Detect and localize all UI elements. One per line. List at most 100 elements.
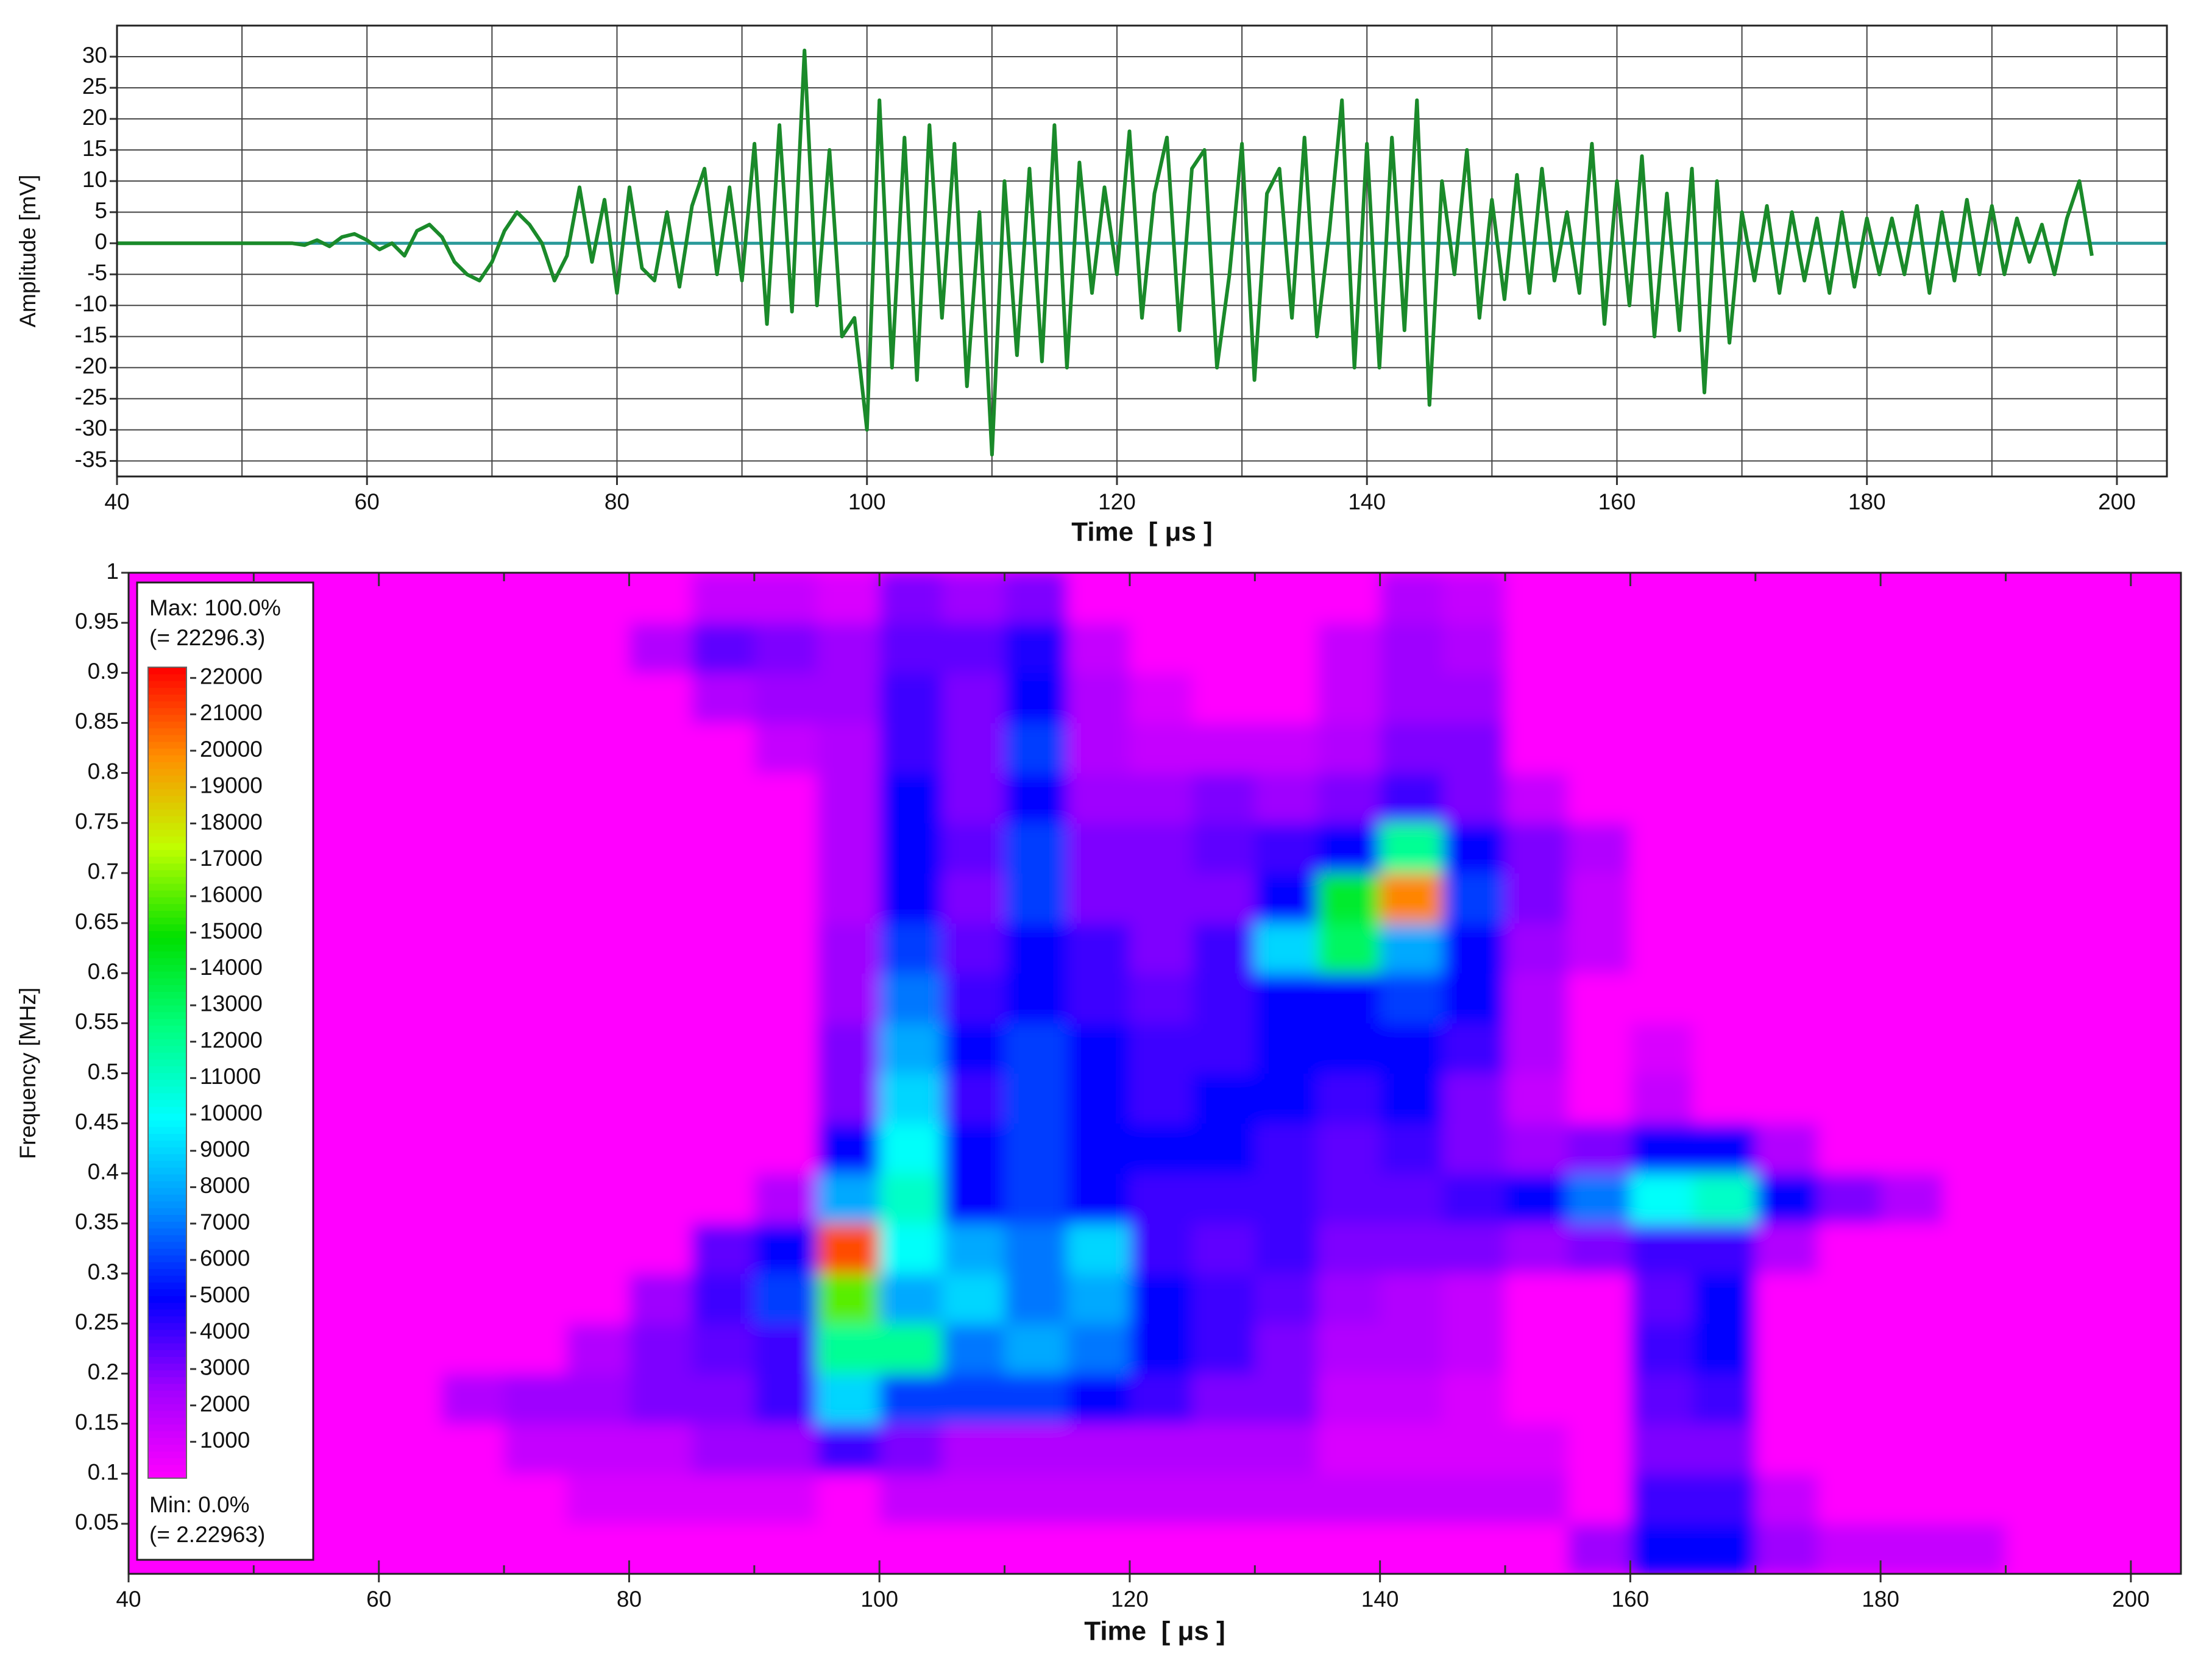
y-tick-label: 0.45 <box>75 1109 119 1134</box>
x-tick-label: 80 <box>604 489 629 514</box>
colorbar-segment <box>148 1127 186 1134</box>
colorbar-segment <box>148 1208 186 1216</box>
colorbar-segment <box>148 1194 186 1202</box>
heatmap-cell <box>1943 723 2006 774</box>
heatmap-cell <box>1630 1423 1693 1475</box>
heatmap-cell <box>2130 1123 2181 1174</box>
heatmap-cell <box>1567 873 1631 924</box>
colorbar-segment <box>148 748 186 756</box>
heatmap-cell <box>1881 923 1944 974</box>
heatmap-cell <box>1693 1173 1756 1224</box>
colorbar-segment <box>148 1275 186 1283</box>
heatmap-cell <box>1255 773 1318 824</box>
heatmap-cell <box>1505 1023 1569 1074</box>
x-tick-label: 160 <box>1612 1587 1650 1612</box>
heatmap-cell <box>879 1523 943 1574</box>
heatmap-cell <box>1567 1523 1631 1574</box>
heatmap-cell <box>1818 573 1881 623</box>
heatmap-cell <box>1630 823 1693 874</box>
heatmap-cell <box>1442 1473 1506 1524</box>
x-axis-title: Time [ μs ] <box>1084 1616 1225 1646</box>
heatmap-cell <box>1129 1523 1193 1574</box>
heatmap-cell <box>1129 773 1193 824</box>
heatmap-cell <box>1129 673 1193 723</box>
heatmap-cell <box>1380 1373 1443 1425</box>
heatmap-cell <box>441 773 505 824</box>
colorbar-segment <box>148 1370 186 1378</box>
heatmap-cell <box>504 773 567 824</box>
heatmap-cell <box>2005 1273 2069 1324</box>
heatmap-cell <box>1442 923 1506 974</box>
heatmap-cell <box>504 623 567 673</box>
colorbar-tick-label: 21000 <box>200 700 263 725</box>
heatmap-cell <box>1317 1073 1381 1124</box>
heatmap-cell <box>504 973 567 1024</box>
colorbar-segment <box>148 930 186 938</box>
y-tick-label: 0.75 <box>75 809 119 834</box>
colorbar-segment <box>148 1039 186 1046</box>
y-tick-label: 0.7 <box>88 859 119 884</box>
colorbar-segment <box>148 755 186 762</box>
y-tick-label: 0.4 <box>88 1159 119 1184</box>
heatmap-cell <box>1317 1473 1381 1524</box>
colorbar-tick-label: 3000 <box>200 1355 250 1380</box>
colorbar-segment <box>148 1471 186 1479</box>
heatmap-cell <box>1693 1523 1756 1574</box>
heatmap-cell <box>1567 1323 1631 1374</box>
heatmap-cell <box>817 1073 880 1124</box>
heatmap-cell <box>1004 1023 1068 1074</box>
heatmap-cell <box>1693 623 1756 673</box>
y-tick-label: 0.55 <box>75 1009 119 1034</box>
heatmap-cell <box>1129 1123 1193 1174</box>
colorbar-segment <box>148 1018 186 1026</box>
colorbar-segment <box>148 788 186 796</box>
heatmap-cell <box>1630 1523 1693 1574</box>
heatmap-cell <box>378 1423 442 1475</box>
heatmap-cell <box>1317 1373 1381 1425</box>
heatmap-cell <box>1255 1073 1318 1124</box>
heatmap-cell <box>817 1223 880 1274</box>
heatmap-cell <box>754 1373 818 1425</box>
heatmap-cell <box>1255 1223 1318 1274</box>
y-tick-label: 20 <box>82 105 107 130</box>
heatmap-cell <box>1881 973 1944 1024</box>
heatmap-cell <box>1693 573 1756 623</box>
heatmap-cell <box>566 1023 629 1074</box>
heatmap-cell <box>441 1023 505 1074</box>
heatmap-cell <box>1380 1173 1443 1224</box>
heatmap-cell <box>629 873 692 924</box>
heatmap-cell <box>1004 623 1068 673</box>
heatmap-cell <box>879 1073 943 1124</box>
heatmap-cell <box>1380 723 1443 774</box>
heatmap-cell <box>629 923 692 974</box>
heatmap-cell <box>1818 1073 1881 1124</box>
heatmap-cell <box>2068 1523 2132 1574</box>
heatmap-cell <box>1129 1323 1193 1374</box>
heatmap-cell <box>1380 873 1443 924</box>
x-tick-label: 120 <box>1111 1587 1149 1612</box>
heatmap-cell <box>1818 1273 1881 1324</box>
heatmap-cell <box>1881 1273 1944 1324</box>
heatmap-cell <box>1755 573 1818 623</box>
heatmap-cell <box>692 623 755 673</box>
heatmap-cell <box>629 573 692 623</box>
colorbar-segment <box>148 667 186 674</box>
heatmap-cell <box>1505 1473 1569 1524</box>
x-tick-label: 180 <box>1862 1587 1899 1612</box>
colorbar-segment <box>148 1214 186 1222</box>
heatmap-cell <box>504 823 567 874</box>
heatmap-cell <box>504 1173 567 1224</box>
heatmap-cell <box>1067 1223 1130 1274</box>
heatmap-cell <box>441 1473 505 1524</box>
heatmap-cell <box>1505 873 1569 924</box>
heatmap-cell <box>316 573 380 623</box>
heatmap-cell <box>1442 1273 1506 1324</box>
heatmap-cell <box>316 1373 380 1425</box>
heatmap-cell <box>441 823 505 874</box>
colorbar-segment <box>148 1147 186 1155</box>
heatmap-cell <box>879 1173 943 1224</box>
heatmap-cell <box>1442 1123 1506 1174</box>
heatmap-cell <box>316 723 380 774</box>
heatmap-cell <box>692 873 755 924</box>
heatmap-cell <box>1192 823 1255 874</box>
